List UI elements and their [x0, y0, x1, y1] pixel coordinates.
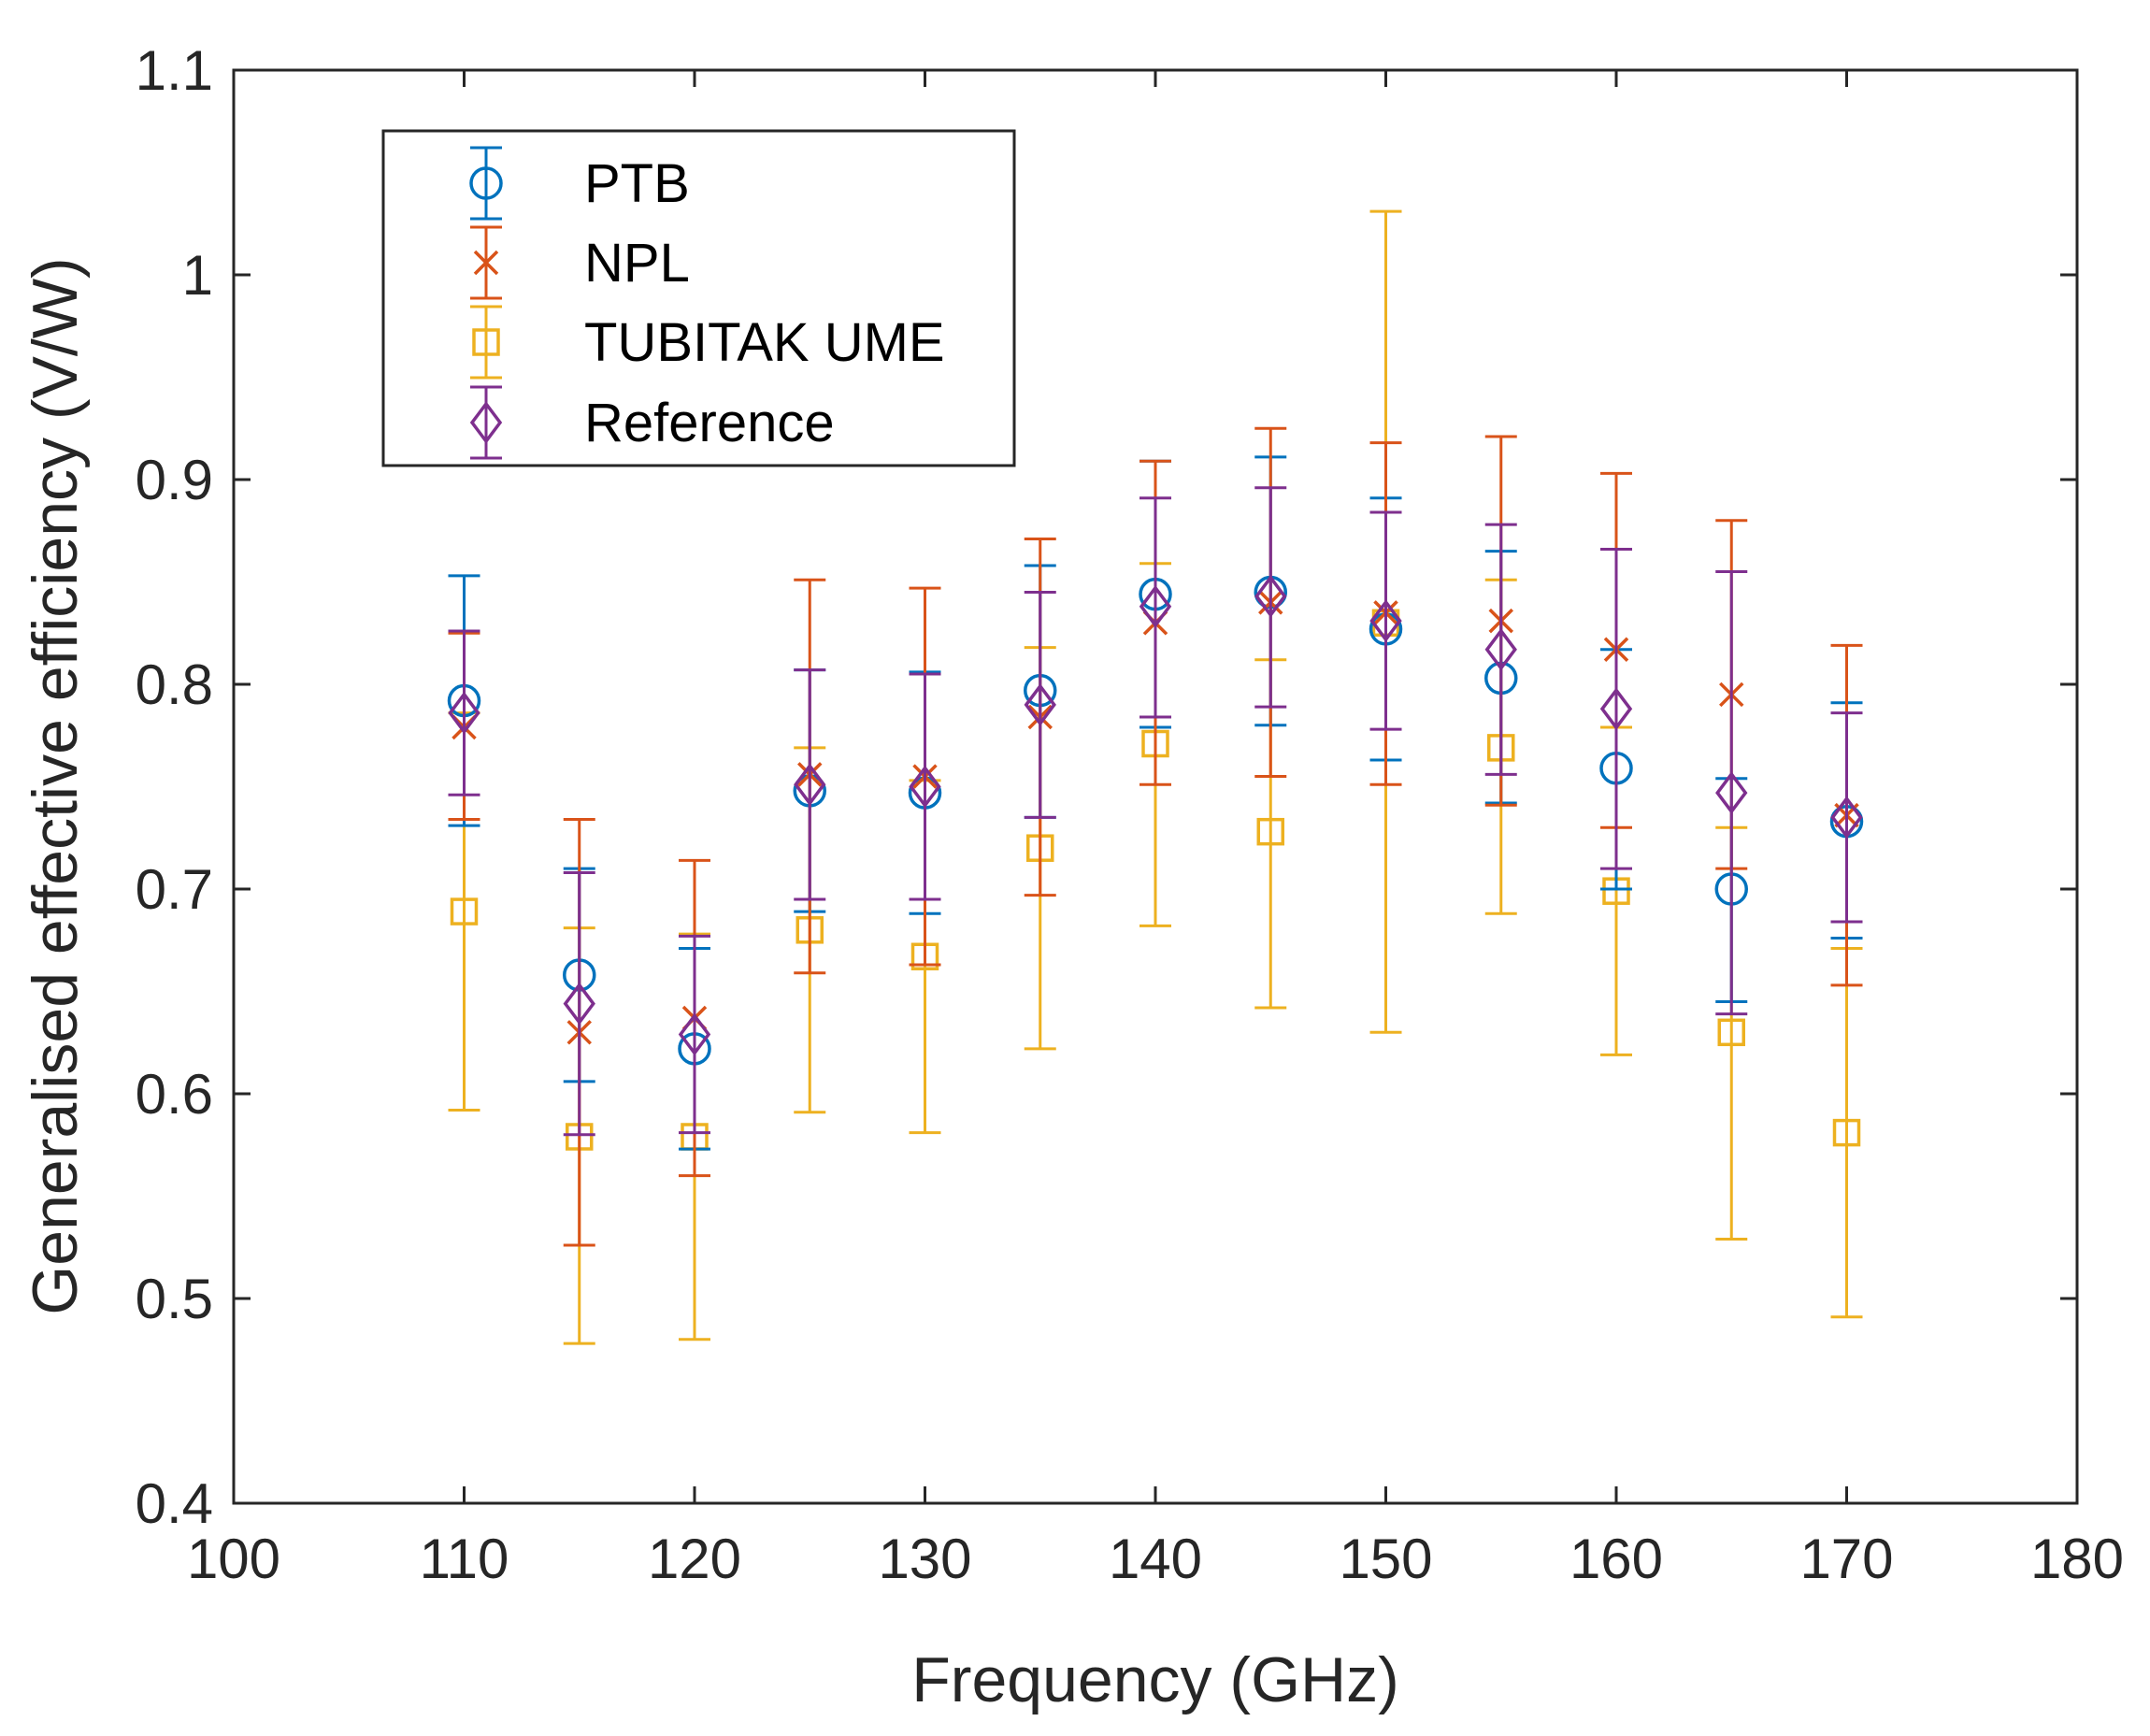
data-layer: [447, 209, 1864, 1345]
series-reference: [448, 486, 1863, 1137]
legend-label-tubitak-ume: TUBITAK UME: [584, 312, 945, 373]
x-tick-label: 100: [187, 1528, 280, 1590]
reference-point: [1254, 574, 1287, 618]
x-tick-label: 150: [1339, 1528, 1432, 1590]
x-tick-label: 140: [1109, 1528, 1202, 1590]
x-tick-label: 130: [878, 1528, 971, 1590]
y-tick-label: 0.7: [136, 858, 213, 921]
x-tick-label: 120: [648, 1528, 741, 1590]
legend-marker-npl: [473, 250, 499, 276]
x-tick-label: 170: [1799, 1528, 1893, 1590]
y-tick-label: 0.8: [136, 653, 213, 716]
reference-point: [1830, 796, 1863, 839]
x-tick-label: 180: [2030, 1528, 2124, 1590]
y-axis-label: Generalised effective efficiency (V/W): [20, 257, 91, 1314]
legend-marker-ptb: [469, 166, 503, 200]
y-tick-label: 0.6: [136, 1063, 213, 1126]
y-tick-label: 1.1: [136, 39, 213, 102]
legend-entry-ptb: PTB: [469, 146, 690, 221]
x-tick-label: 160: [1570, 1528, 1663, 1590]
tubitak-ume-point: [1832, 1118, 1861, 1147]
tubitak-ume-point: [450, 897, 479, 925]
y-tick-label: 0.5: [136, 1268, 213, 1330]
x-axis-label: Frequency (GHz): [911, 1644, 1398, 1715]
reference-point: [678, 1012, 711, 1056]
legend-entry-tubitak-ume: TUBITAK UME: [470, 305, 945, 380]
reference-point: [1484, 627, 1517, 671]
legend-label-reference: Reference: [584, 393, 835, 453]
tick-labels: 100 110 120 130 140 150 160 170 180 0.4 0.5 0.6 0.7 0…: [136, 39, 2124, 1590]
legend-label-ptb: PTB: [584, 153, 690, 214]
reference-point: [1715, 771, 1748, 814]
legend-marker-reference: [469, 401, 503, 444]
reference-point: [909, 765, 941, 809]
y-tick-label: 0.4: [136, 1472, 213, 1535]
legend-marker-tubitak-ume: [472, 328, 500, 356]
tubitak-ume-point: [1256, 817, 1284, 846]
legend: PTB NPL TUBITAK UME Reference: [381, 129, 1016, 467]
legend-entry-npl: NPL: [470, 225, 690, 300]
legend-entry-reference: Reference: [469, 385, 835, 460]
x-tick-label: 110: [420, 1528, 509, 1590]
reference-point: [1024, 682, 1056, 726]
y-tick-label: 0.9: [136, 449, 213, 511]
legend-label-npl: NPL: [584, 233, 690, 294]
reference-point: [448, 691, 480, 735]
ticks-layer: [232, 68, 2079, 1505]
y-tick-label: 1: [182, 244, 213, 307]
reference-point: [1139, 584, 1172, 628]
reference-point: [1369, 599, 1402, 643]
reference-point: [1599, 687, 1633, 731]
reference-point: [563, 982, 595, 1026]
tubitak-ume-point: [1717, 1018, 1745, 1047]
reference-point: [794, 763, 826, 807]
